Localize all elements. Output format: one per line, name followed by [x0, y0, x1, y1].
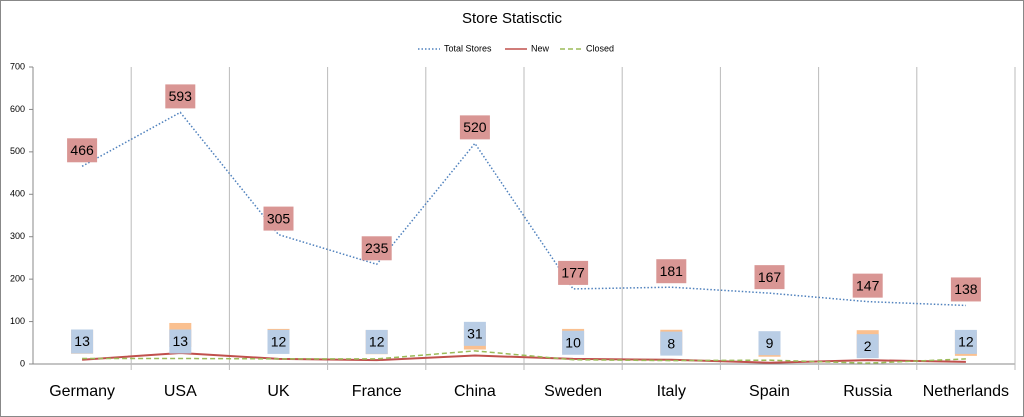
data-label-box: [463, 321, 486, 346]
y-tick-label: 400: [10, 189, 25, 199]
series-line: [82, 350, 966, 364]
data-label: 177: [558, 260, 589, 285]
x-tick-label: Spain: [749, 383, 790, 400]
legend-label: Total Stores: [444, 43, 492, 53]
data-label-box: [954, 329, 977, 354]
data-label-box: [67, 138, 98, 163]
data-label-box: [660, 331, 683, 356]
legend-label: New: [531, 43, 550, 53]
series-line: [81, 111, 966, 307]
data-label-text: 10: [565, 334, 581, 350]
data-label-box: [365, 329, 388, 354]
y-tick-label: 0: [20, 358, 25, 368]
data-label-text: 12: [958, 334, 974, 350]
data-label: 10: [562, 330, 585, 355]
data-label: 12: [365, 329, 388, 354]
data-label-box: [459, 115, 490, 140]
data-label: 167: [754, 265, 785, 290]
data-label-box: [852, 273, 883, 298]
data-label-box: [267, 329, 290, 354]
data-label: 147: [852, 273, 883, 298]
data-label-box: [562, 330, 585, 355]
data-label-text: 31: [467, 326, 483, 342]
data-label: 9: [758, 331, 781, 356]
data-label: 520: [459, 115, 490, 140]
data-label-text: 13: [173, 333, 189, 349]
data-label-text: 147: [856, 277, 880, 293]
data-label-box: [558, 260, 589, 285]
x-tick-label: Netherlands: [923, 383, 1009, 400]
y-tick-label: 100: [10, 316, 25, 326]
y-tick-label: 600: [10, 104, 25, 114]
data-label: 8: [660, 331, 683, 356]
data-label-text: 235: [365, 240, 389, 256]
data-label: 593: [165, 84, 196, 109]
data-label: 12: [267, 329, 290, 354]
data-label-text: 167: [758, 269, 782, 285]
data-label-text: 520: [463, 119, 487, 135]
y-tick-label: 300: [10, 231, 25, 241]
data-label-text: 305: [267, 210, 291, 226]
legend-label: Closed: [586, 43, 614, 53]
data-label-text: 2: [864, 338, 872, 354]
data-label-text: 466: [70, 142, 94, 158]
x-tick-label: Sweden: [544, 383, 602, 400]
data-label: 12: [954, 329, 977, 354]
data-label: 181: [656, 259, 687, 284]
chart-title: Store Statisctic: [462, 10, 563, 27]
data-label-box: [165, 84, 196, 109]
data-label-text: 138: [954, 281, 978, 297]
data-label: 13: [169, 329, 192, 354]
data-label-box: [758, 331, 781, 356]
data-label: 31: [463, 321, 486, 346]
data-label-box: [169, 329, 192, 354]
data-label: 466: [67, 138, 98, 163]
y-tick-label: 200: [10, 274, 25, 284]
data-label-text: 9: [766, 335, 774, 351]
data-label-text: 181: [660, 263, 684, 279]
data-label-box: [656, 259, 687, 284]
data-label-box: [754, 265, 785, 290]
data-label-text: 12: [369, 334, 385, 350]
data-label-box: [950, 277, 981, 302]
data-label: 235: [361, 236, 392, 261]
data-label-box: [71, 329, 94, 354]
data-label: 13: [71, 329, 94, 354]
data-label-box: [856, 334, 879, 359]
data-label-text: 8: [667, 335, 675, 351]
x-tick-label: USA: [164, 383, 197, 400]
y-tick-label: 700: [10, 61, 25, 71]
x-tick-label: China: [454, 383, 496, 400]
data-label-text: 177: [561, 265, 585, 281]
x-tick-label: Italy: [657, 383, 686, 400]
data-label: 138: [950, 277, 981, 302]
x-tick-label: UK: [267, 383, 290, 400]
data-label-text: 12: [271, 334, 287, 350]
data-label: 2: [856, 334, 879, 359]
data-label-text: 593: [169, 88, 193, 104]
data-label-text: 13: [74, 333, 90, 349]
data-label-box: [361, 236, 392, 261]
x-tick-label: Russia: [843, 383, 892, 400]
x-tick-label: France: [352, 383, 402, 400]
x-tick-label: Germany: [49, 383, 115, 400]
y-tick-label: 500: [10, 146, 25, 156]
data-label-box: [263, 206, 294, 231]
data-label: 305: [263, 206, 294, 231]
